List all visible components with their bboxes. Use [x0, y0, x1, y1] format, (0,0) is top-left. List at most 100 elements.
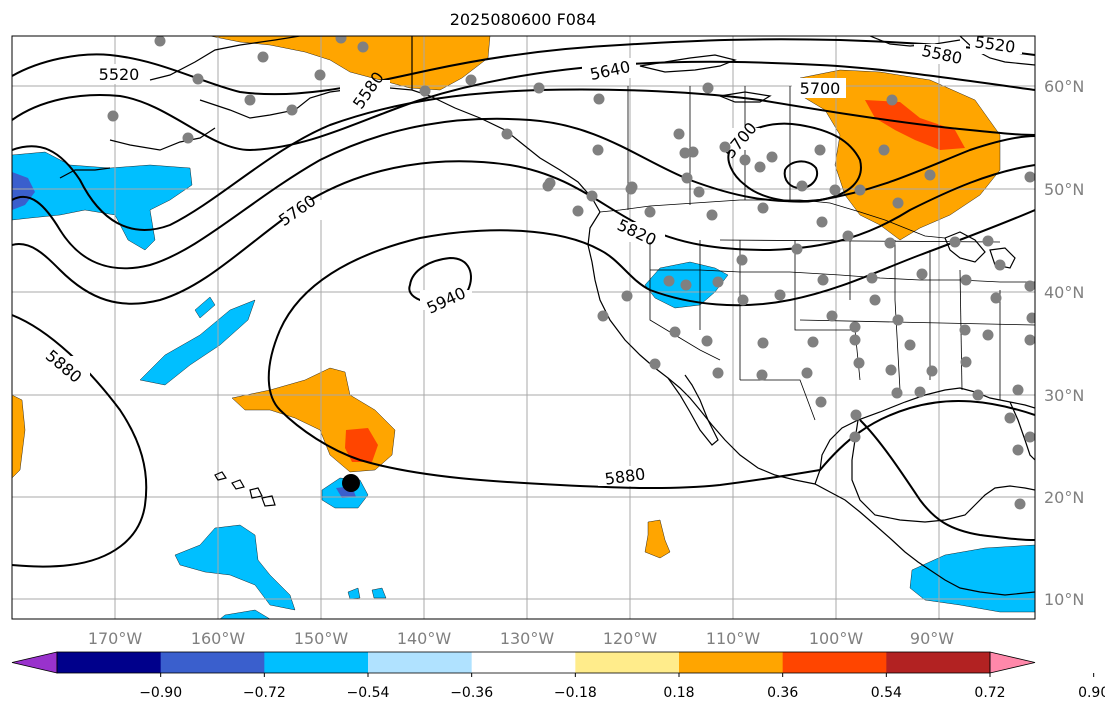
- anomaly-positive-region: [799, 69, 1001, 241]
- latitude-label: 60°N: [1044, 77, 1084, 96]
- station-marker: [1024, 334, 1035, 346]
- station-marker: [869, 294, 881, 306]
- station-marker: [586, 190, 598, 202]
- station-marker: [814, 144, 826, 156]
- station-marker: [849, 334, 861, 346]
- station-marker: [701, 335, 713, 347]
- station-marker: [257, 51, 269, 63]
- map-title: 2025080600 F084: [450, 10, 597, 29]
- anomaly-negative-region: [174, 524, 296, 611]
- station-marker: [926, 365, 938, 377]
- latitude-label: 30°N: [1044, 386, 1084, 405]
- station-marker: [679, 147, 691, 159]
- station-marker: [182, 132, 194, 144]
- station-marker: [853, 357, 865, 369]
- station-marker: [891, 387, 903, 399]
- latitude-label: 40°N: [1044, 283, 1084, 302]
- station-marker: [706, 209, 718, 221]
- longitude-label: 130°W: [500, 629, 555, 648]
- station-marker: [904, 339, 916, 351]
- storm-center-marker: [342, 474, 360, 492]
- anomaly-positive-region: [12, 394, 26, 479]
- colorbar-extend-low: [11, 651, 58, 674]
- station-marker: [1024, 280, 1035, 292]
- station-marker: [756, 369, 768, 381]
- station-marker: [960, 356, 972, 368]
- station-marker: [866, 272, 878, 284]
- station-marker: [982, 329, 994, 341]
- colorbar-segment: [57, 652, 162, 673]
- station-marker: [842, 230, 854, 242]
- station-marker: [644, 206, 656, 218]
- station-marker: [1014, 498, 1026, 510]
- station-marker: [801, 367, 813, 379]
- station-marker: [949, 236, 961, 248]
- station-marker: [663, 275, 675, 287]
- anomaly-negative-region: [219, 609, 271, 619]
- station-marker: [669, 326, 681, 338]
- station-marker: [592, 144, 604, 156]
- station-marker: [687, 146, 699, 158]
- contour-label: 5700: [800, 79, 841, 98]
- station-marker: [719, 141, 731, 153]
- latitude-labels: 60°N 50°N 40°N 30°N 20°N 10°N: [1044, 77, 1084, 609]
- station-marker: [815, 396, 827, 408]
- station-marker: [791, 243, 803, 255]
- station-marker: [914, 386, 926, 398]
- station-marker: [244, 94, 256, 106]
- station-marker: [702, 82, 714, 94]
- station-marker: [826, 310, 838, 322]
- station-marker: [982, 235, 994, 247]
- colorbar: −0.90 −0.72 −0.54 −0.36 −0.18 0.18 0.36 0.54 0.7…: [11, 651, 1105, 701]
- longitude-label: 160°W: [191, 629, 246, 648]
- anomaly-positive-region: [644, 519, 671, 559]
- longitude-label: 140°W: [397, 629, 452, 648]
- latitude-label: 20°N: [1044, 488, 1084, 507]
- station-marker: [757, 337, 769, 349]
- colorbar-segment: [264, 652, 369, 673]
- colorbar-segment: [886, 652, 991, 673]
- station-marker: [757, 202, 769, 214]
- station-marker: [994, 259, 1006, 271]
- political-borders: [599, 86, 1035, 421]
- station-marker: [884, 237, 896, 249]
- longitude-label: 100°W: [809, 629, 864, 648]
- map-frame: [11, 35, 1036, 620]
- station-marker: [1012, 384, 1024, 396]
- station-marker: [192, 73, 204, 85]
- station-marker: [154, 36, 166, 47]
- station-marker: [625, 183, 637, 195]
- station-marker: [739, 154, 751, 166]
- station-marker: [774, 289, 786, 301]
- station-marker: [754, 161, 766, 173]
- station-marker: [807, 336, 819, 348]
- station-marker: [916, 268, 928, 280]
- station-marker: [924, 169, 936, 181]
- longitude-label: 90°W: [910, 629, 954, 648]
- station-marker: [849, 321, 861, 333]
- station-marker: [357, 41, 369, 53]
- station-marker: [681, 172, 693, 184]
- colorbar-tick-label: −0.54: [347, 685, 390, 701]
- longitude-label: 170°W: [88, 629, 143, 648]
- station-marker: [1024, 171, 1035, 183]
- station-marker: [314, 69, 326, 81]
- station-markers: [107, 36, 1035, 510]
- colorbar-tick-label: −0.18: [554, 685, 597, 701]
- station-marker: [649, 358, 661, 370]
- anomaly-negative-region: [194, 296, 216, 319]
- station-marker: [533, 82, 545, 94]
- anomaly-negative-region: [347, 587, 361, 600]
- station-marker: [972, 389, 984, 401]
- colorbar-segment: [160, 652, 265, 673]
- anomaly-strong-negative-region: [12, 172, 35, 210]
- station-marker: [959, 324, 971, 336]
- station-marker: [597, 310, 609, 322]
- longitude-label: 110°W: [706, 629, 761, 648]
- station-marker: [1026, 312, 1035, 324]
- station-marker: [621, 290, 633, 302]
- station-marker: [712, 367, 724, 379]
- station-marker: [1024, 431, 1035, 443]
- colorbar-tick-label: 0.90: [1078, 685, 1105, 701]
- contour-label: 5520: [99, 65, 140, 84]
